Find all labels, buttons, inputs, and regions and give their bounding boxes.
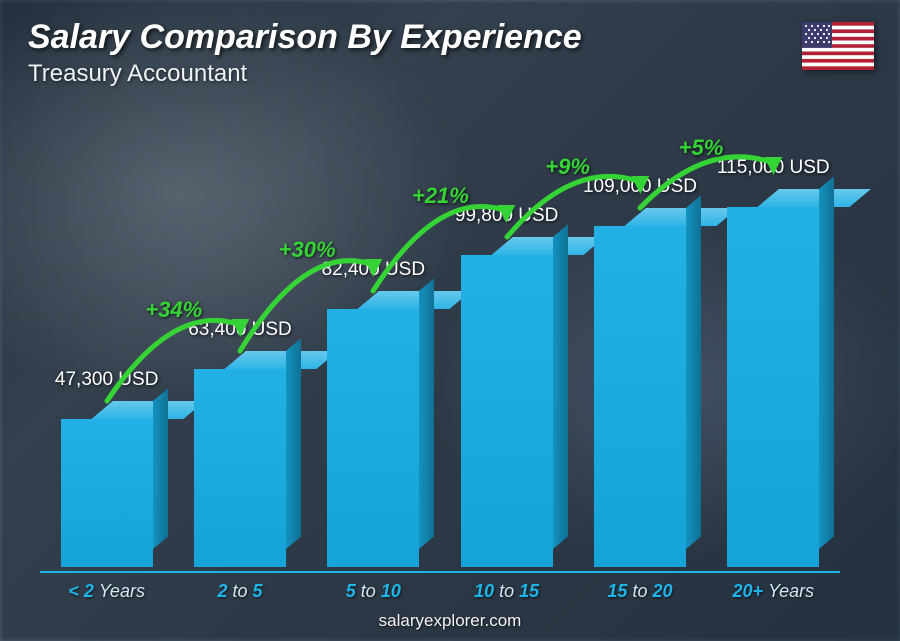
chart-title: Salary Comparison By Experience — [28, 18, 582, 57]
bar-front-face — [61, 419, 153, 567]
chart-subtitle: Treasury Accountant — [28, 60, 247, 88]
pct-change-label: +5% — [679, 135, 724, 161]
bar — [461, 255, 553, 567]
bar-group: 109,000 USD — [573, 120, 706, 567]
bar — [594, 226, 686, 567]
bar-value-label: 115,000 USD — [717, 157, 830, 179]
bar-group: 47,300 USD — [40, 120, 173, 567]
category-label: 10 to 15 — [440, 573, 573, 603]
footer-source: salaryexplorer.com — [0, 611, 900, 631]
chart-container: Salary Comparison By Experience Treasury… — [0, 0, 900, 641]
bar-side-face — [286, 338, 301, 549]
bar-value-label: 109,000 USD — [583, 176, 697, 198]
bar-side-face — [686, 195, 701, 549]
bar — [194, 369, 286, 567]
bar-side-face — [819, 176, 834, 549]
bar-front-face — [461, 255, 553, 567]
bar-side-face — [419, 278, 434, 549]
category-label: 5 to 10 — [307, 573, 440, 603]
bar-top-face — [758, 189, 871, 207]
bar-front-face — [194, 369, 286, 567]
bar — [61, 419, 153, 567]
bar-value-label: 47,300 USD — [55, 369, 159, 391]
bar-front-face — [327, 309, 419, 567]
category-label: 20+ Years — [707, 573, 840, 603]
category-label: 15 to 20 — [573, 573, 706, 603]
category-label: < 2 Years — [40, 573, 173, 603]
bar-side-face — [153, 388, 168, 549]
bar — [727, 207, 819, 567]
pct-change-label: +9% — [545, 154, 590, 180]
category-label: 2 to 5 — [173, 573, 306, 603]
bar — [327, 309, 419, 567]
pct-change-label: +34% — [145, 297, 202, 323]
pct-change-label: +21% — [412, 183, 469, 209]
pct-change-label: +30% — [279, 237, 336, 263]
bar-group: 115,000 USD — [707, 120, 840, 567]
bar-front-face — [727, 207, 819, 567]
bar-front-face — [594, 226, 686, 567]
bar-value-label: 82,400 USD — [322, 259, 426, 281]
us-flag-icon — [802, 22, 874, 70]
bar-group: 63,400 USD — [173, 120, 306, 567]
category-axis: < 2 Years2 to 55 to 1010 to 1515 to 2020… — [40, 571, 840, 603]
bar-value-label: 99,800 USD — [455, 205, 559, 227]
bar-value-label: 63,400 USD — [188, 319, 292, 341]
bar-side-face — [553, 224, 568, 549]
